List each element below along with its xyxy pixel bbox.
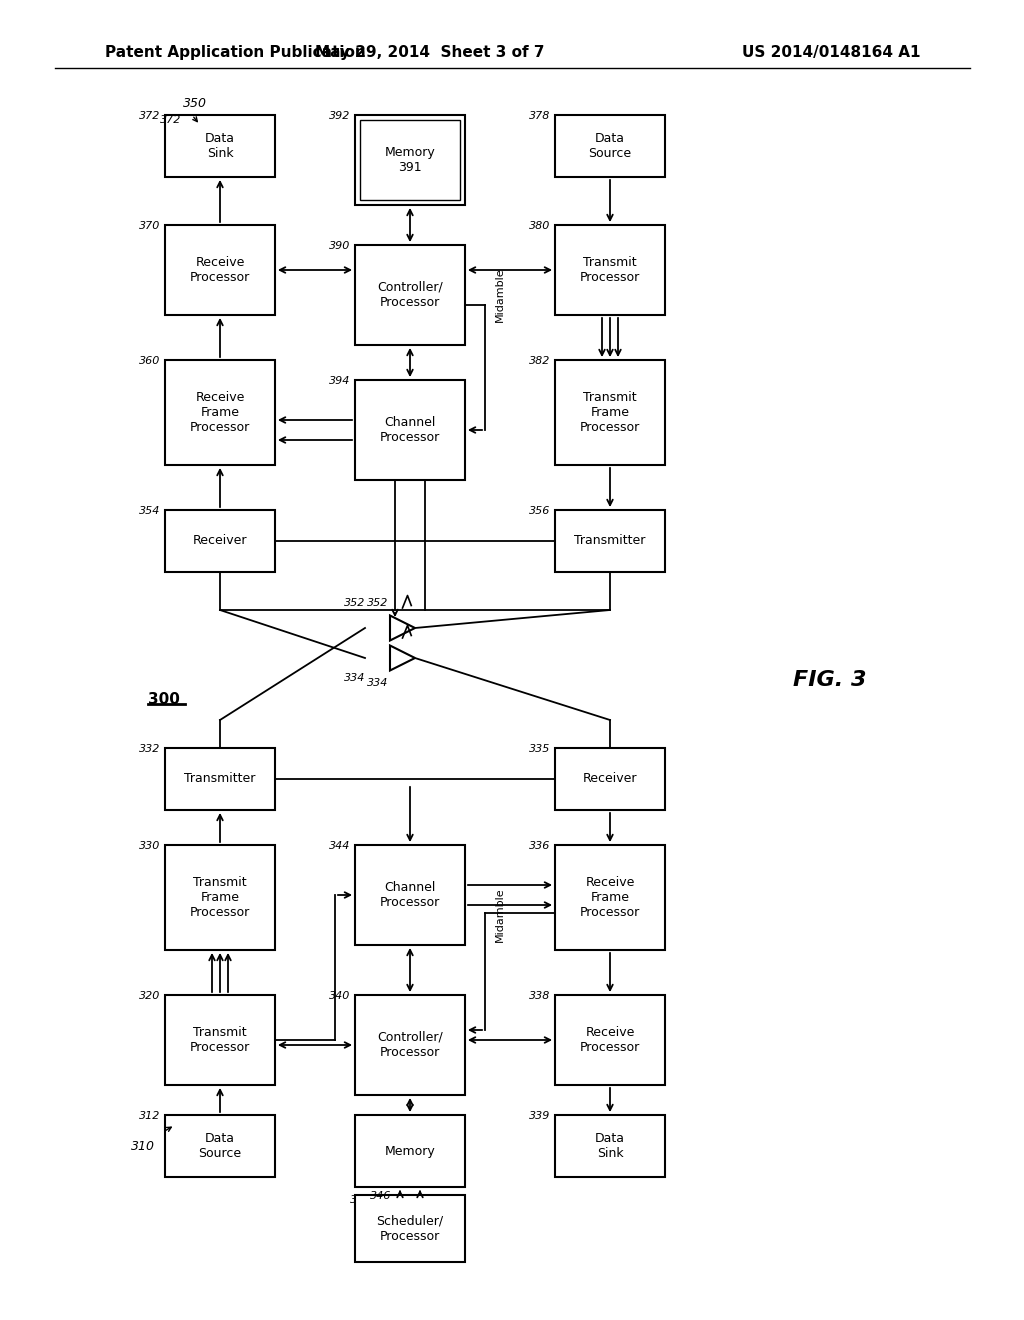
Text: 330: 330 — [138, 841, 160, 851]
Bar — [555, 224, 665, 315]
Text: Receive
Processor: Receive Processor — [580, 1026, 640, 1053]
Bar — [165, 845, 275, 950]
Text: 378: 378 — [528, 111, 550, 121]
Text: 336: 336 — [528, 841, 550, 851]
Text: 372: 372 — [160, 115, 181, 125]
Text: Transmit
Frame
Processor: Transmit Frame Processor — [580, 391, 640, 434]
Bar — [555, 510, 665, 572]
Text: 352: 352 — [367, 598, 388, 609]
Text: 335: 335 — [528, 744, 550, 754]
Text: 354: 354 — [138, 506, 160, 516]
Bar — [555, 115, 665, 177]
Text: 394: 394 — [329, 376, 350, 385]
Text: Transmit
Processor: Transmit Processor — [580, 256, 640, 284]
Text: 342: 342 — [350, 1195, 372, 1205]
Text: 350: 350 — [183, 96, 207, 110]
Text: Memory
391: Memory 391 — [385, 147, 435, 174]
Bar — [555, 748, 665, 810]
Bar — [355, 845, 465, 945]
Text: 360: 360 — [138, 356, 160, 366]
Text: 390: 390 — [329, 242, 350, 251]
Text: 340: 340 — [329, 991, 350, 1001]
Text: 320: 320 — [138, 991, 160, 1001]
Bar — [355, 1195, 465, 1262]
Text: Channel
Processor: Channel Processor — [380, 416, 440, 444]
Text: 312: 312 — [138, 1111, 160, 1121]
Text: Data
Source: Data Source — [199, 1133, 242, 1160]
Text: Memory: Memory — [385, 1144, 435, 1158]
Bar — [355, 246, 465, 345]
Text: Patent Application Publication: Patent Application Publication — [105, 45, 366, 59]
Text: 372: 372 — [138, 111, 160, 121]
Bar — [165, 224, 275, 315]
Text: Receive
Frame
Processor: Receive Frame Processor — [189, 391, 250, 434]
Text: 356: 356 — [528, 506, 550, 516]
Bar — [165, 995, 275, 1085]
Text: Channel
Processor: Channel Processor — [380, 880, 440, 909]
Text: 380: 380 — [528, 220, 550, 231]
Bar — [355, 115, 465, 205]
Text: 392: 392 — [329, 111, 350, 121]
Text: Controller/
Processor: Controller/ Processor — [377, 281, 442, 309]
Text: Transmitter: Transmitter — [574, 535, 646, 548]
Text: May 29, 2014  Sheet 3 of 7: May 29, 2014 Sheet 3 of 7 — [315, 45, 545, 59]
Text: 334: 334 — [344, 673, 365, 682]
Bar — [555, 1115, 665, 1177]
Text: Transmitter: Transmitter — [184, 772, 256, 785]
Text: 338: 338 — [528, 991, 550, 1001]
Text: Midamble: Midamble — [495, 268, 505, 322]
Bar — [360, 120, 460, 201]
Bar — [355, 1115, 465, 1187]
Text: 334: 334 — [367, 678, 388, 688]
Text: Receiver: Receiver — [193, 535, 247, 548]
Text: 370: 370 — [138, 220, 160, 231]
Bar — [555, 995, 665, 1085]
Text: 346: 346 — [370, 1191, 391, 1201]
Text: Scheduler/
Processor: Scheduler/ Processor — [377, 1214, 443, 1242]
Text: FIG. 3: FIG. 3 — [794, 671, 866, 690]
Bar — [165, 748, 275, 810]
Text: 300: 300 — [148, 693, 180, 708]
Text: 382: 382 — [528, 356, 550, 366]
Text: 332: 332 — [138, 744, 160, 754]
Text: US 2014/0148164 A1: US 2014/0148164 A1 — [741, 45, 920, 59]
Text: Data
Sink: Data Sink — [205, 132, 234, 160]
Text: 344: 344 — [329, 841, 350, 851]
Bar — [555, 360, 665, 465]
Bar — [165, 1115, 275, 1177]
Text: 339: 339 — [528, 1111, 550, 1121]
Text: Receive
Frame
Processor: Receive Frame Processor — [580, 876, 640, 919]
Text: Receive
Processor: Receive Processor — [189, 256, 250, 284]
Bar — [165, 360, 275, 465]
Bar — [165, 510, 275, 572]
Bar — [555, 845, 665, 950]
Text: Transmit
Frame
Processor: Transmit Frame Processor — [189, 876, 250, 919]
Text: Data
Source: Data Source — [589, 132, 632, 160]
Bar — [355, 995, 465, 1096]
Text: 310: 310 — [131, 1140, 155, 1152]
Text: Transmit
Processor: Transmit Processor — [189, 1026, 250, 1053]
Text: Midamble: Midamble — [495, 887, 505, 942]
Bar — [355, 380, 465, 480]
Text: Receiver: Receiver — [583, 772, 637, 785]
Bar — [165, 115, 275, 177]
Text: 352: 352 — [344, 598, 365, 609]
Text: Controller/
Processor: Controller/ Processor — [377, 1031, 442, 1059]
Text: Data
Sink: Data Sink — [595, 1133, 625, 1160]
